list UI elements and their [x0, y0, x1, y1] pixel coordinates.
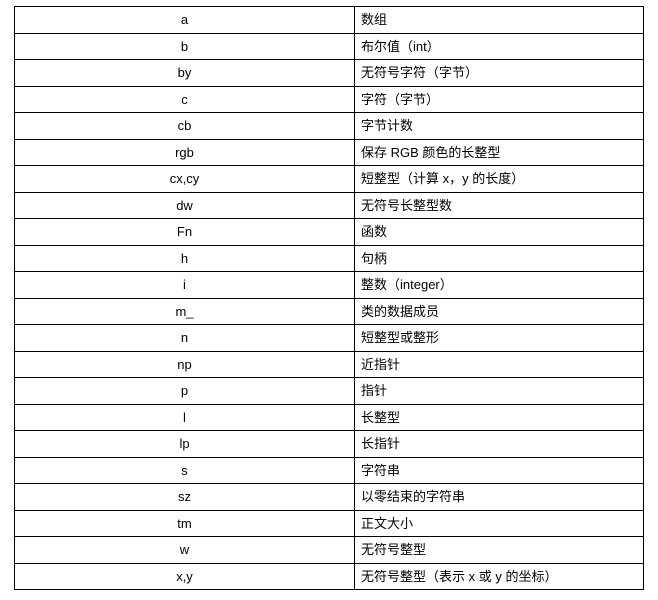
description-cell: 指针 — [355, 378, 644, 405]
prefix-cell: a — [15, 7, 355, 34]
prefix-cell: tm — [15, 510, 355, 537]
table-row: n 短整型或整形 — [15, 325, 644, 352]
table-row: c 字符（字节） — [15, 86, 644, 113]
description-cell: 数组 — [355, 7, 644, 34]
table-row: tm 正文大小 — [15, 510, 644, 537]
table-row: cb 字节计数 — [15, 113, 644, 140]
prefix-cell: Fn — [15, 219, 355, 246]
description-cell: 正文大小 — [355, 510, 644, 537]
page: a 数组 b 布尔值（int） by 无符号字符（字节） c 字符（字节） cb… — [0, 0, 658, 600]
description-cell: 字符（字节） — [355, 86, 644, 113]
prefix-cell: rgb — [15, 139, 355, 166]
prefix-cell: l — [15, 404, 355, 431]
description-cell: 字节计数 — [355, 113, 644, 140]
description-cell: 句柄 — [355, 245, 644, 272]
table-row: b 布尔值（int） — [15, 33, 644, 60]
prefix-cell: np — [15, 351, 355, 378]
description-cell: 长整型 — [355, 404, 644, 431]
table-row: a 数组 — [15, 7, 644, 34]
description-cell: 布尔值（int） — [355, 33, 644, 60]
hungarian-notation-table: a 数组 b 布尔值（int） by 无符号字符（字节） c 字符（字节） cb… — [14, 6, 644, 590]
prefix-cell: sz — [15, 484, 355, 511]
prefix-cell: lp — [15, 431, 355, 458]
prefix-cell: dw — [15, 192, 355, 219]
description-cell: 短整型或整形 — [355, 325, 644, 352]
description-cell: 保存 RGB 颜色的长整型 — [355, 139, 644, 166]
table-row: x,y 无符号整型（表示 x 或 y 的坐标） — [15, 563, 644, 590]
table-row: p 指针 — [15, 378, 644, 405]
prefix-cell: w — [15, 537, 355, 564]
table-row: i 整数（integer） — [15, 272, 644, 299]
prefix-cell: b — [15, 33, 355, 60]
prefix-cell: m_ — [15, 298, 355, 325]
table-row: rgb 保存 RGB 颜色的长整型 — [15, 139, 644, 166]
description-cell: 类的数据成员 — [355, 298, 644, 325]
description-cell: 整数（integer） — [355, 272, 644, 299]
table-row: h 句柄 — [15, 245, 644, 272]
description-cell: 无符号字符（字节） — [355, 60, 644, 87]
table-row: s 字符串 — [15, 457, 644, 484]
prefix-cell: n — [15, 325, 355, 352]
table-row: lp 长指针 — [15, 431, 644, 458]
description-cell: 无符号长整型数 — [355, 192, 644, 219]
table-row: sz 以零结束的字符串 — [15, 484, 644, 511]
prefix-cell: x,y — [15, 563, 355, 590]
description-cell: 字符串 — [355, 457, 644, 484]
description-cell: 无符号整型 — [355, 537, 644, 564]
table-row: cx,cy 短整型（计算 x，y 的长度） — [15, 166, 644, 193]
table-row: l 长整型 — [15, 404, 644, 431]
description-cell: 函数 — [355, 219, 644, 246]
table-row: by 无符号字符（字节） — [15, 60, 644, 87]
table-row: m_ 类的数据成员 — [15, 298, 644, 325]
prefix-cell: i — [15, 272, 355, 299]
table-row: dw 无符号长整型数 — [15, 192, 644, 219]
prefix-cell: cb — [15, 113, 355, 140]
table-row: Fn 函数 — [15, 219, 644, 246]
prefix-cell: c — [15, 86, 355, 113]
description-cell: 近指针 — [355, 351, 644, 378]
table-row: w 无符号整型 — [15, 537, 644, 564]
description-cell: 无符号整型（表示 x 或 y 的坐标） — [355, 563, 644, 590]
prefix-cell: cx,cy — [15, 166, 355, 193]
description-cell: 长指针 — [355, 431, 644, 458]
prefix-cell: s — [15, 457, 355, 484]
prefix-cell: p — [15, 378, 355, 405]
table-row: np 近指针 — [15, 351, 644, 378]
prefix-cell: by — [15, 60, 355, 87]
prefix-cell: h — [15, 245, 355, 272]
description-cell: 短整型（计算 x，y 的长度） — [355, 166, 644, 193]
description-cell: 以零结束的字符串 — [355, 484, 644, 511]
